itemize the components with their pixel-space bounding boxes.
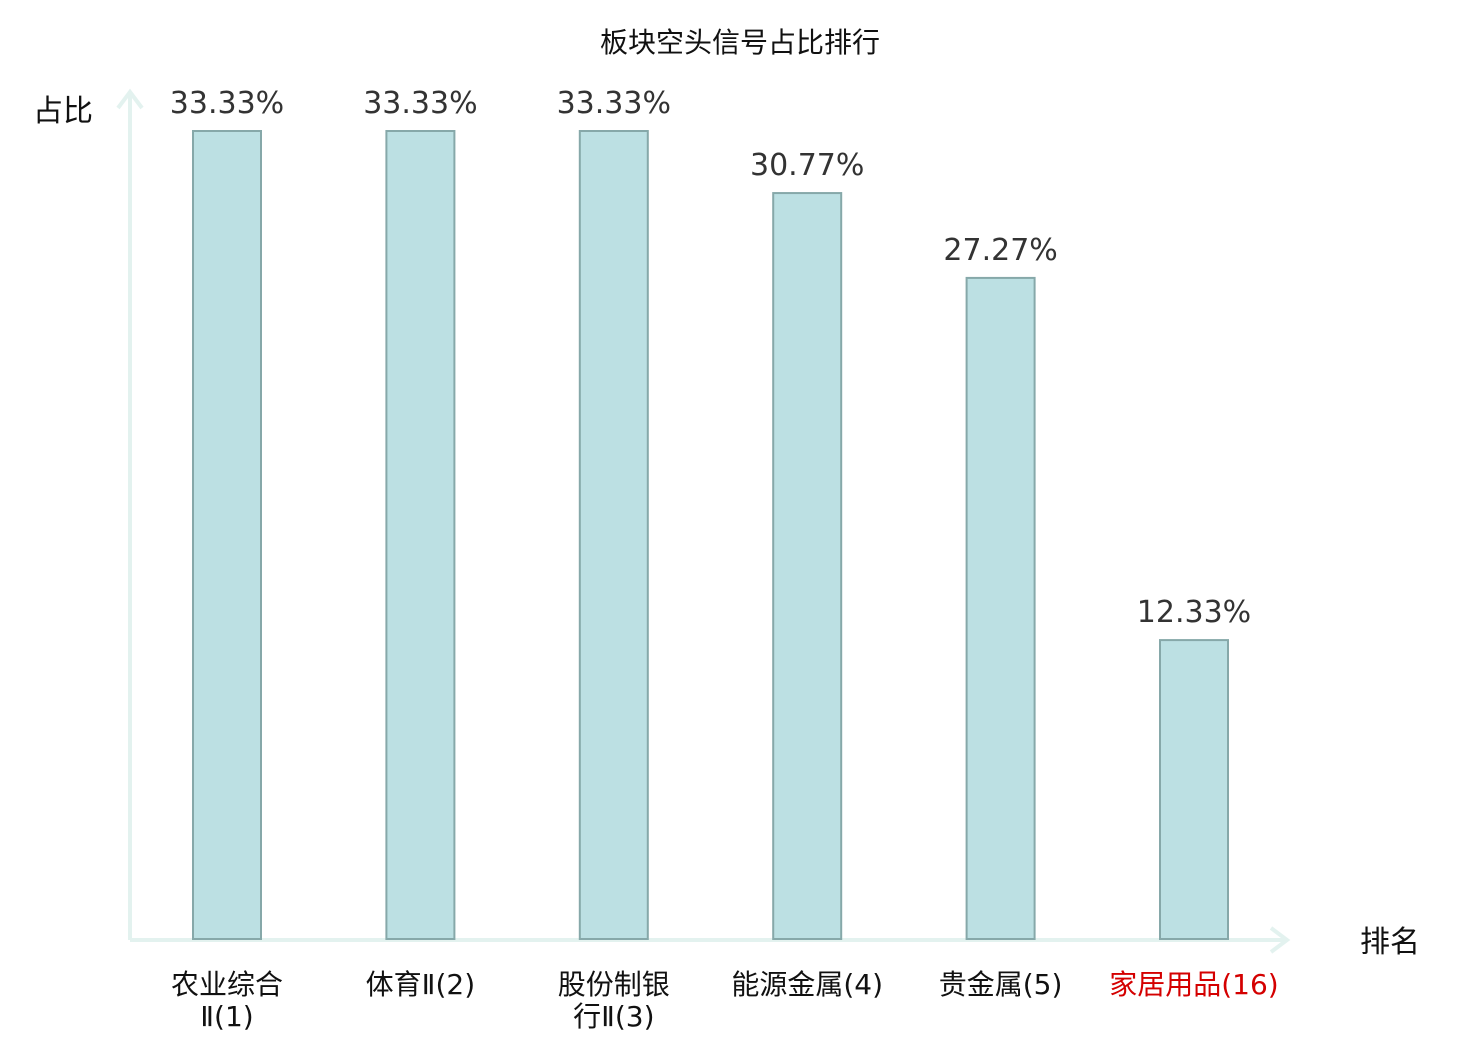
x-tick-label-5: 贵金属(5) [939,968,1063,1001]
value-label-2: 33.33% [363,86,477,121]
y-axis-title: 占比 [33,94,93,129]
x-tick-label-line: 股份制银 [558,968,670,1001]
x-axis [130,926,1291,954]
x-tick-labels-group: 农业综合 Ⅱ(1) 体育Ⅱ(2) 股份制银行Ⅱ(3) 能源金属(4) 贵金属(5) 家居用品… [171,968,1279,1033]
x-tick-label-2: 体育Ⅱ(2) [366,968,475,1001]
value-label-1: 33.33% [170,86,284,121]
value-label-6: 12.33% [1137,595,1251,630]
x-tick-label-1: 农业综合 Ⅱ(1) [171,968,283,1033]
bar-6 [1159,639,1229,940]
bar-1 [192,130,262,940]
bars-group [192,130,1229,940]
x-tick-label-line: 体育Ⅱ(2) [366,968,475,1001]
x-tick-label-3: 股份制银行Ⅱ(3) [558,968,670,1033]
x-tick-label-line: 能源金属(4) [731,968,883,1001]
y-axis [116,88,144,940]
x-tick-label-line: Ⅱ(1) [200,1000,253,1033]
x-tick-label-line: 家居用品(16) [1109,968,1278,1001]
bar-4 [772,192,843,940]
x-tick-label-line: 贵金属(5) [939,968,1063,1001]
bar-3 [578,130,649,940]
value-label-4: 30.77% [750,148,864,183]
x-tick-label-6: 家居用品(16) [1109,968,1278,1001]
bar-5 [965,276,1036,940]
x-tick-label-4: 能源金属(4) [731,968,883,1001]
bar-2 [385,130,456,940]
x-tick-label-line: 行Ⅱ(3) [573,1000,654,1033]
x-tick-label-line: 农业综合 [171,968,283,1001]
x-axis-title: 排名 [1360,925,1420,960]
chart-title: 板块空头信号占比排行 [600,26,880,59]
value-label-3: 33.33% [557,86,671,121]
value-label-5: 27.27% [943,233,1057,268]
value-labels-group: 33.33% 33.33% 33.33% 30.77% 27.27% 12.33% [170,86,1251,630]
